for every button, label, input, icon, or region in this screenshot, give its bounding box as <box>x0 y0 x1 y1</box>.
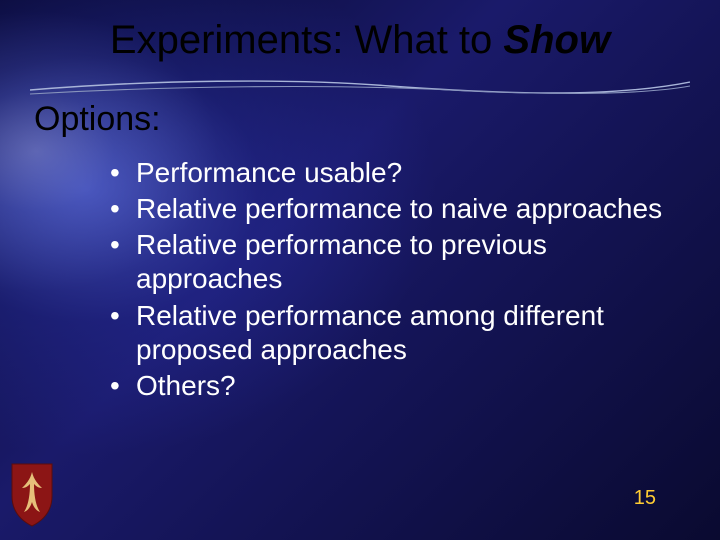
slide-title: Experiments: What to Show <box>0 18 720 63</box>
bullet-item: Relative performance among different pro… <box>110 299 670 367</box>
bullet-item: Others? <box>110 369 670 403</box>
bullet-list: Performance usable? Relative performance… <box>110 156 670 405</box>
stanford-crest-icon <box>10 462 54 528</box>
bullet-item: Performance usable? <box>110 156 670 190</box>
slide-title-prefix: Experiments: What to <box>110 18 503 62</box>
slide-title-emph: Show <box>503 18 610 62</box>
bullet-item: Relative performance to previous approac… <box>110 228 670 296</box>
page-number: 15 <box>634 487 656 510</box>
subhead-options: Options: <box>34 100 161 139</box>
bullet-item: Relative performance to naive approaches <box>110 192 670 226</box>
title-underline <box>30 76 690 100</box>
